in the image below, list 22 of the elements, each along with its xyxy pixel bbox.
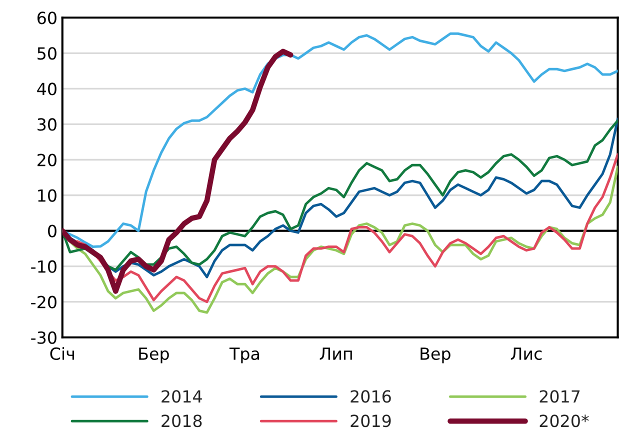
y-tick-label: 50: [38, 47, 56, 60]
x-tick-label: Тра: [229, 348, 259, 364]
legend-label: 2016: [350, 390, 391, 403]
x-tick-label: Бер: [139, 348, 169, 364]
y-tick-label: -20: [31, 296, 56, 308]
legend-label: 2019: [350, 414, 391, 428]
legend-label: 2018: [162, 414, 202, 428]
legend-label: 2017: [540, 390, 580, 403]
x-tick-label: Вер: [420, 348, 450, 364]
x-tick-label: Січ: [50, 347, 74, 360]
y-tick-label: 10: [38, 189, 56, 202]
y-tick-label: 0: [48, 224, 56, 238]
x-tick-label: Лип: [320, 348, 352, 360]
y-tick-label: 40: [37, 82, 56, 96]
y-tick-label: -30: [31, 331, 56, 344]
legend-label: 2020*: [540, 414, 589, 428]
y-tick-label: 30: [38, 118, 56, 131]
y-tick-label: 20: [38, 154, 56, 166]
legend-label: 2014: [162, 390, 202, 403]
y-tick-label: 60: [37, 12, 56, 24]
x-tick-label: Лис: [510, 348, 542, 360]
y-tick-label: -10: [31, 260, 56, 273]
